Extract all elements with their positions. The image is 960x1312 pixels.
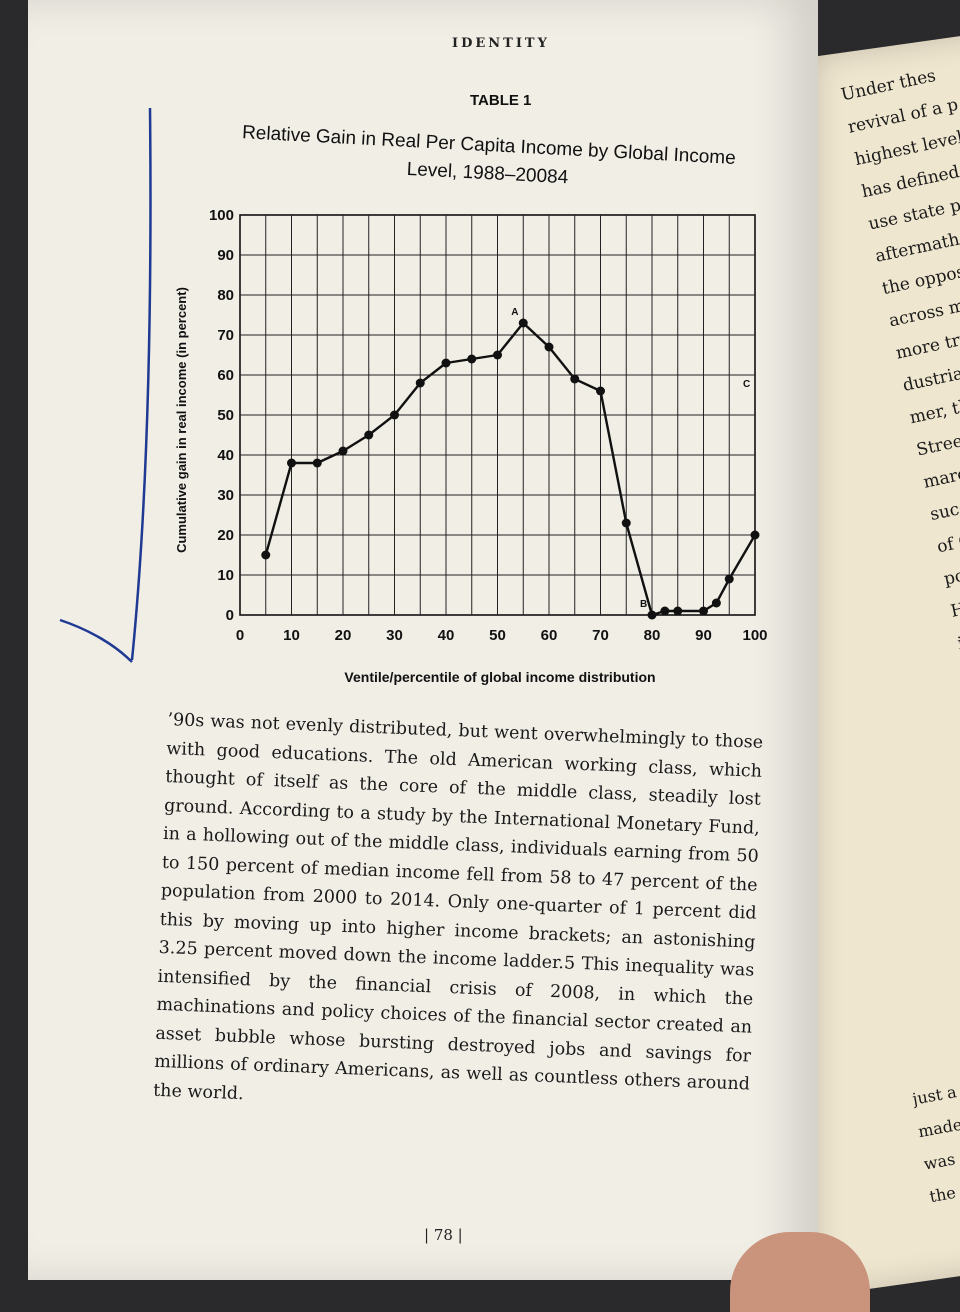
annotation-label: C	[743, 379, 750, 390]
data-point	[493, 350, 502, 360]
data-point	[647, 610, 657, 620]
y-axis-ticks: 0 10 20 30 40 50 60 70 80 90 100	[209, 207, 234, 624]
data-point	[518, 318, 528, 328]
data-point	[261, 550, 271, 560]
data-point	[724, 574, 734, 584]
data-point	[570, 374, 580, 384]
chart-grid	[239, 214, 756, 616]
data-point	[711, 598, 721, 608]
data-point	[287, 458, 296, 468]
chart-annotations: A B C	[511, 307, 750, 610]
x-tick-label: 90	[695, 627, 712, 644]
data-point	[441, 358, 451, 368]
y-tick-label: 20	[217, 527, 234, 544]
x-tick-label: 100	[742, 627, 767, 644]
x-tick-label: 10	[283, 627, 300, 644]
running-head: IDENTITY	[452, 36, 550, 51]
data-point	[338, 446, 348, 456]
income-gain-chart: 0 10 20 30 40 50 60 70 80 90 100 0 10 20 30 40 50 60 70 80…	[174, 207, 768, 685]
data-point	[364, 430, 374, 440]
data-point	[596, 386, 605, 396]
data-point	[660, 606, 670, 616]
x-tick-label: 40	[438, 627, 455, 644]
data-points	[261, 318, 760, 620]
data-point	[390, 410, 399, 420]
x-tick-label: 30	[386, 627, 403, 644]
y-tick-label: 60	[217, 367, 234, 384]
y-axis-label: Cumulative gain in real income (in perce…	[174, 287, 189, 553]
x-tick-label: 80	[644, 627, 661, 644]
margin-pen-mark	[59, 107, 152, 663]
data-point	[621, 518, 631, 528]
body-text: ’90s was not evenly distributed, but wen…	[153, 706, 764, 1128]
y-tick-label: 40	[217, 447, 234, 464]
annotation-label: B	[640, 599, 647, 610]
data-point	[673, 606, 683, 616]
x-axis-ticks: 0 10 20 30 40 50 60 70 80 90 100	[236, 627, 768, 644]
data-point	[750, 530, 760, 540]
y-tick-label: 30	[217, 487, 234, 504]
y-tick-label: 0	[226, 607, 234, 624]
series-line	[264, 321, 757, 617]
annotation-label: A	[511, 307, 518, 318]
data-point	[699, 606, 708, 616]
y-tick-label: 80	[217, 287, 234, 304]
page-number: | 78 |	[424, 1226, 463, 1244]
x-tick-label: 0	[236, 627, 244, 644]
data-point	[415, 378, 425, 388]
y-tick-label: 50	[217, 407, 234, 424]
x-tick-label: 20	[335, 627, 352, 644]
data-point	[544, 342, 554, 352]
y-tick-label: 10	[217, 567, 234, 584]
x-tick-label: 70	[592, 627, 609, 644]
y-tick-label: 70	[217, 327, 234, 344]
x-tick-label: 50	[489, 627, 506, 644]
data-point	[312, 458, 322, 468]
book-page-left	[28, 0, 818, 1280]
series-polyline	[264, 321, 757, 617]
table-label: TABLE 1	[470, 92, 532, 109]
y-tick-label: 90	[217, 247, 234, 264]
x-tick-label: 60	[541, 627, 558, 644]
body-paragraph: ’90s was not evenly distributed, but wen…	[152, 709, 764, 1104]
y-tick-label: 100	[209, 207, 234, 224]
x-axis-label: Ventile/percentile of global income dist…	[344, 669, 655, 685]
data-point	[467, 354, 477, 364]
